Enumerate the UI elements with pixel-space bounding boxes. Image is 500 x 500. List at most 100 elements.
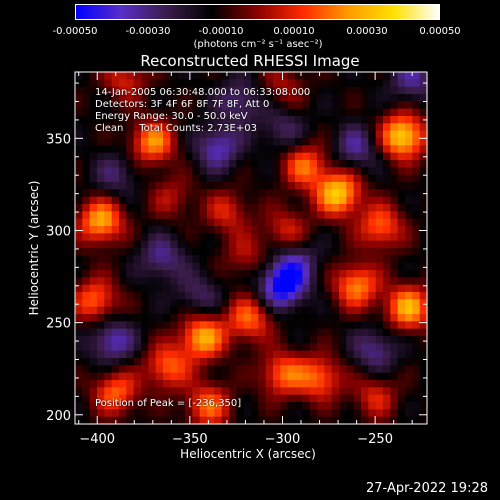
- heatmap-cell: [75, 343, 83, 352]
- heatmap-cell: [148, 402, 157, 410]
- heatmap-cell: [265, 306, 274, 315]
- heatmap-cell: [97, 116, 105, 124]
- heatmap-cell: [412, 416, 421, 425]
- heatmap-cell: [383, 116, 391, 124]
- heatmap-cell: [375, 152, 384, 161]
- heatmap-cell: [155, 138, 164, 146]
- heatmap-cell: [383, 79, 391, 88]
- heatmap-cell: [126, 174, 135, 183]
- heatmap-cell: [368, 108, 377, 117]
- heatmap-cell: [302, 299, 311, 308]
- heatmap-cell: [119, 174, 127, 183]
- heatmap-cell: [221, 108, 230, 117]
- heatmap-cell: [119, 343, 127, 352]
- heatmap-cell: [265, 138, 274, 146]
- heatmap-cell: [280, 284, 289, 293]
- colorbar-tick-label: -0.00010: [198, 26, 244, 37]
- heatmap-cell: [177, 306, 186, 315]
- heatmap-cell: [368, 218, 377, 227]
- heatmap-cell: [236, 343, 245, 352]
- heatmap-cell: [383, 145, 391, 154]
- heatmap-cell: [75, 358, 83, 366]
- heatmap-cell: [339, 402, 347, 410]
- heatmap-cell: [331, 226, 340, 234]
- heatmap-cell: [133, 182, 142, 190]
- heatmap-cell: [331, 402, 340, 410]
- heatmap-cell: [302, 306, 311, 315]
- heatmap-cell: [185, 284, 193, 293]
- heatmap-cell: [236, 299, 245, 308]
- heatmap-cell: [243, 204, 252, 212]
- peak-position-label: Position of Peak = [-236,350]: [95, 398, 242, 409]
- heatmap-cell: [199, 394, 208, 403]
- heatmap-cell: [177, 152, 186, 161]
- heatmap-cell: [97, 174, 105, 183]
- heatmap-cell: [280, 196, 289, 205]
- heatmap-cell: [397, 160, 406, 168]
- heatmap-cell: [243, 116, 252, 124]
- heatmap-cell: [148, 130, 157, 139]
- heatmap-cell: [273, 372, 281, 381]
- heatmap-cell: [126, 182, 135, 190]
- heatmap-cell: [236, 306, 245, 315]
- heatmap-cell: [265, 86, 274, 95]
- heatmap-cell: [251, 116, 259, 124]
- heatmap-cell: [309, 394, 318, 403]
- heatmap-cell: [148, 189, 157, 198]
- heatmap-cell: [185, 402, 193, 410]
- heatmap-cell: [148, 380, 157, 388]
- heatmap-cell: [141, 218, 149, 227]
- heatmap-cell: [273, 160, 281, 168]
- heatmap-cell: [287, 167, 296, 176]
- heatmap-cell: [258, 306, 267, 315]
- heatmap-cell: [236, 108, 245, 117]
- heatmap-cell: [346, 86, 355, 95]
- heatmap-cell: [104, 160, 113, 168]
- heatmap-cell: [368, 306, 377, 315]
- heatmap-cell: [177, 86, 186, 95]
- heatmap-cell: [375, 328, 384, 337]
- heatmap-cell: [148, 372, 157, 381]
- heatmap-cell: [229, 380, 237, 388]
- heatmap-cell: [383, 101, 391, 110]
- heatmap-cell: [170, 350, 179, 359]
- heatmap-cell: [82, 292, 91, 300]
- heatmap-cell: [221, 409, 230, 418]
- heatmap-cell: [324, 123, 333, 132]
- heatmap-cell: [243, 284, 252, 293]
- heatmap-cell: [170, 79, 179, 88]
- heatmap-cell: [295, 101, 303, 110]
- heatmap-cell: [419, 94, 428, 102]
- heatmap-cell: [126, 86, 135, 95]
- heatmap-cell: [405, 343, 413, 352]
- heatmap-cell: [353, 299, 362, 308]
- heatmap-cell: [361, 160, 369, 168]
- heatmap-cell: [397, 218, 406, 227]
- heatmap-cell: [302, 116, 311, 124]
- heatmap-cell: [419, 292, 428, 300]
- heatmap-cell: [309, 387, 318, 396]
- heatmap-cell: [133, 240, 142, 249]
- heatmap-cell: [104, 321, 113, 330]
- heatmap-cell: [265, 108, 274, 117]
- heatmap-cell: [155, 306, 164, 315]
- heatmap-cell: [390, 248, 399, 256]
- heatmap-cell: [287, 299, 296, 308]
- heatmap-cell: [368, 402, 377, 410]
- heatmap-cell: [214, 218, 223, 227]
- heatmap-cell: [339, 130, 347, 139]
- heatmap-cell: [192, 270, 201, 278]
- heatmap-cell: [243, 314, 252, 322]
- heatmap-cell: [236, 277, 245, 286]
- heatmap-cell: [280, 387, 289, 396]
- heatmap-cell: [148, 394, 157, 403]
- heatmap-cell: [155, 358, 164, 366]
- heatmap-cell: [229, 116, 237, 124]
- heatmap-cell: [353, 182, 362, 190]
- heatmap-cell: [419, 138, 428, 146]
- heatmap-cell: [199, 211, 208, 220]
- heatmap-cell: [302, 79, 311, 88]
- heatmap-cell: [163, 262, 171, 271]
- heatmap-cell: [119, 292, 127, 300]
- heatmap-cell: [148, 86, 157, 95]
